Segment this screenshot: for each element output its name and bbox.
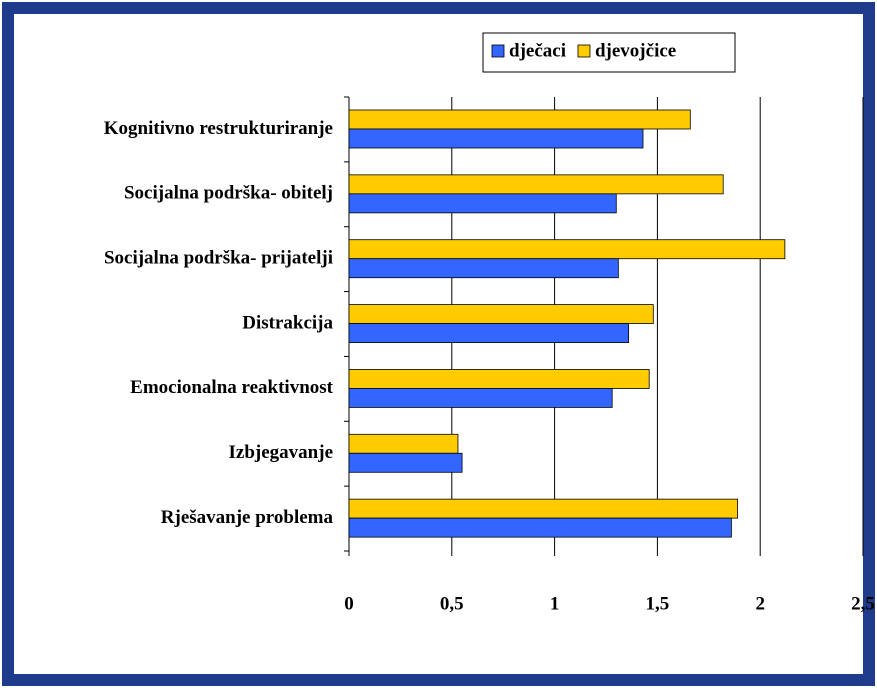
y-tick-label: Kognitivno restrukturiranje — [104, 118, 333, 139]
y-tick-label: Socijalna podrška- prijatelji — [104, 248, 333, 269]
bar — [348, 258, 619, 279]
bar — [348, 239, 786, 260]
y-tick-label: Emocionalna reaktivnost — [130, 377, 334, 398]
x-tick-label: 0,5 — [440, 593, 464, 614]
legend-swatch — [491, 44, 505, 58]
x-tick-label: 0 — [344, 593, 354, 614]
bar — [348, 323, 630, 343]
bar — [348, 517, 732, 538]
bar — [348, 369, 650, 389]
x-tick-label: 2,5 — [851, 593, 875, 614]
bar — [348, 452, 463, 473]
x-tick-label: 1 — [550, 593, 560, 614]
y-tick-label: Socijalna podrška- obitelj — [124, 183, 333, 204]
legend-swatch — [577, 44, 591, 58]
bar — [348, 304, 654, 324]
y-tick-label: Distrakcija — [242, 312, 333, 333]
y-tick-label: Rješavanje problema — [161, 507, 334, 528]
legend-label: djevojčice — [595, 40, 676, 61]
bar — [348, 498, 738, 519]
y-tick-label: Izbjegavanje — [229, 442, 333, 463]
bar — [348, 174, 724, 195]
x-tick-label: 2 — [755, 593, 765, 614]
bar — [348, 193, 617, 214]
legend-box — [482, 32, 736, 73]
bar — [348, 109, 691, 130]
bar — [348, 433, 459, 454]
bar — [348, 128, 644, 149]
bar — [348, 388, 613, 408]
x-tick-label: 1,5 — [646, 593, 670, 614]
legend-label: dječaci — [509, 40, 566, 61]
